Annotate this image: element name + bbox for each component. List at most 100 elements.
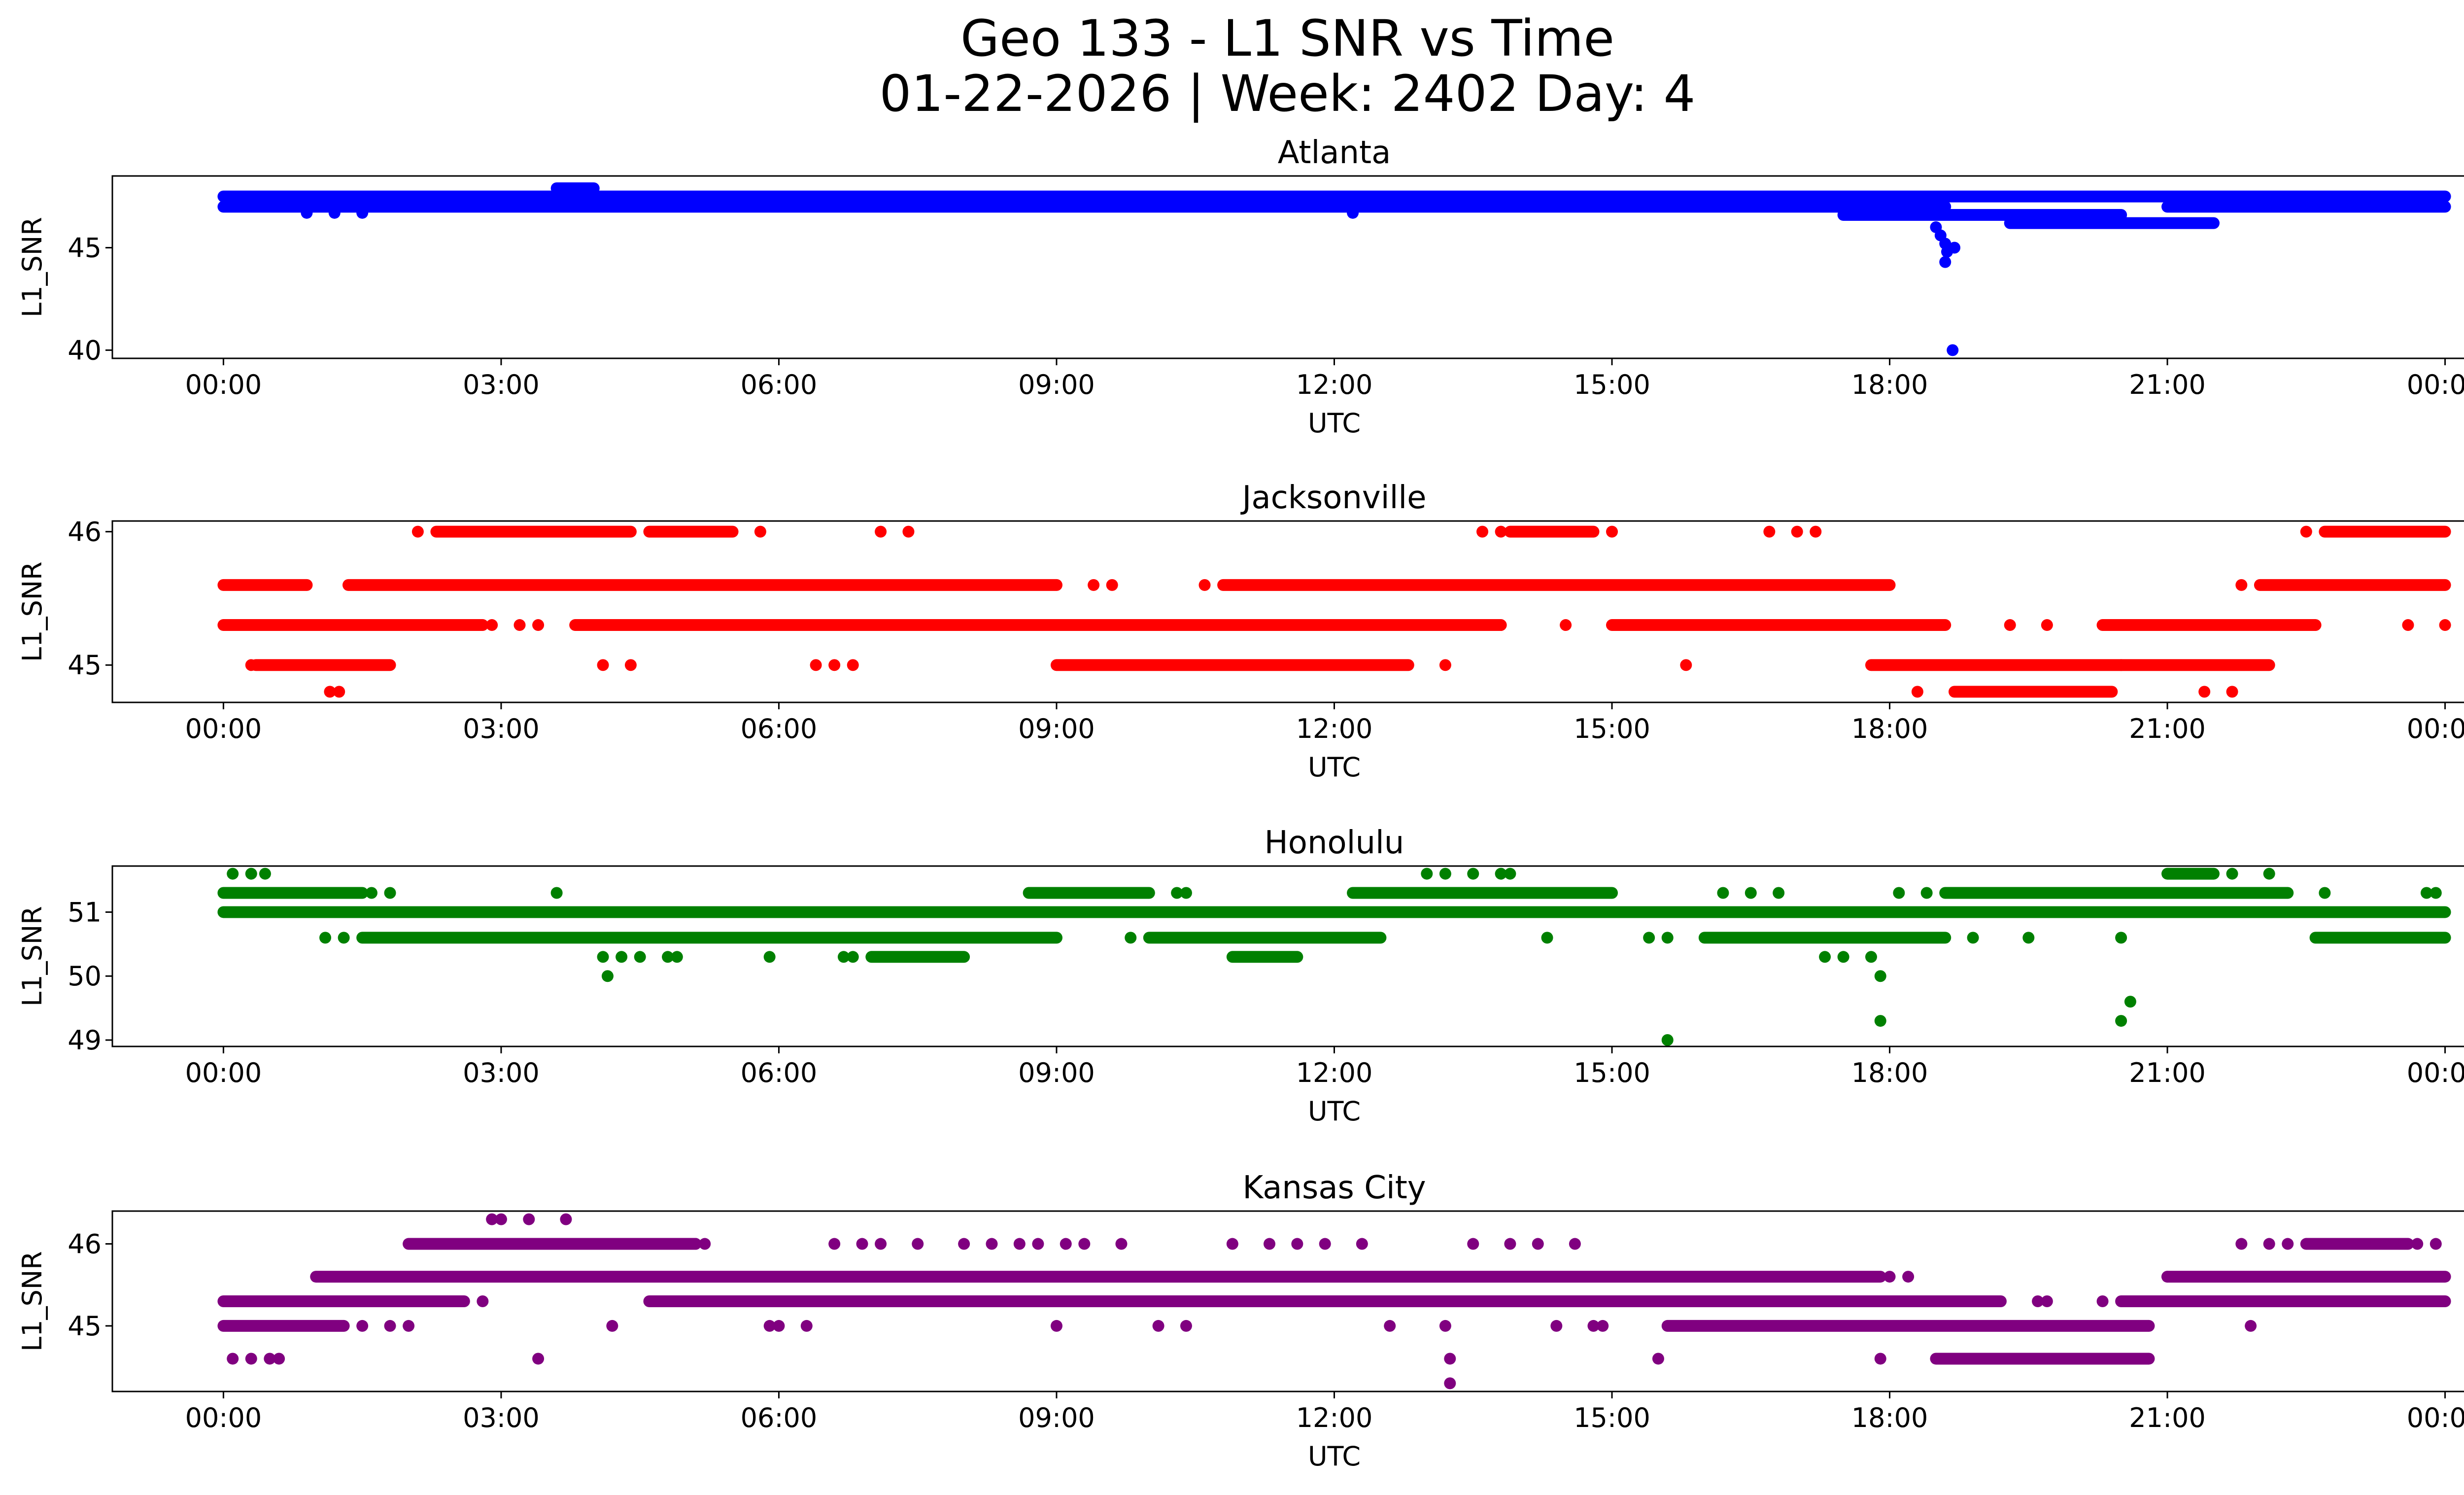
panel-atlanta: Atlanta 00:00 03:00 06:00 09:00 12:00 15:00 18:…	[17, 135, 2464, 439]
data-point	[227, 868, 239, 880]
data-run	[356, 932, 1062, 944]
x-tick-label: 00:00	[2407, 1057, 2464, 1088]
data-point	[1264, 1238, 1276, 1250]
data-run	[1023, 887, 1155, 899]
data-point	[1810, 525, 1822, 538]
data-run	[2319, 525, 2451, 538]
data-run	[1217, 579, 1896, 591]
x-tick-label: 12:00	[1296, 1402, 1373, 1433]
data-point	[2161, 1271, 2174, 1283]
data-point	[828, 659, 841, 671]
data-point	[1837, 951, 1849, 963]
data-point	[671, 951, 683, 963]
data-point	[912, 1238, 924, 1250]
data-point	[560, 1213, 572, 1225]
data-point	[550, 887, 563, 899]
data-point	[1504, 1238, 1516, 1250]
data-point	[1421, 868, 1433, 880]
data-point	[1356, 1238, 1368, 1250]
x-tick-label: 06:00	[741, 1402, 818, 1433]
x-tick-label: 18:00	[1851, 713, 1928, 744]
data-point	[2245, 1320, 2257, 1332]
data-point	[2041, 1295, 2053, 1307]
data-point	[259, 868, 271, 880]
data-point	[1773, 887, 1785, 899]
data-run	[2115, 1295, 2451, 1307]
data-run	[2161, 868, 2220, 880]
data-point	[2115, 659, 2127, 671]
x-tick-label: 00:00	[185, 1057, 262, 1088]
data-series	[217, 525, 2451, 698]
data-point	[2022, 932, 2035, 944]
x-tick-label: 00:00	[185, 1402, 262, 1433]
y-tick-label: 49	[68, 1025, 102, 1056]
x-tick-label: 00:00	[2407, 369, 2464, 400]
data-point	[958, 1238, 970, 1250]
data-point	[1050, 1320, 1062, 1332]
data-point	[1115, 1238, 1128, 1250]
data-point	[1819, 951, 1831, 963]
data-run	[1050, 659, 1414, 671]
x-tick-label: 00:00	[185, 369, 262, 400]
data-point	[597, 951, 609, 963]
data-point	[1439, 868, 1451, 880]
data-point	[1013, 1238, 1026, 1250]
data-point	[624, 659, 637, 671]
data-run	[1606, 619, 1951, 631]
data-run	[217, 619, 489, 631]
x-tick-label: 03:00	[463, 1057, 540, 1088]
data-point	[1745, 887, 1757, 899]
data-point	[2282, 1238, 2294, 1250]
y-tick-label: 45	[68, 650, 102, 681]
data-point	[2263, 1238, 2275, 1250]
data-point	[1439, 659, 1451, 671]
data-run	[1949, 686, 2118, 698]
data-point	[2032, 1295, 2044, 1307]
data-point	[1495, 868, 1507, 880]
data-run	[2161, 201, 2451, 213]
data-point	[856, 1238, 868, 1250]
data-point	[601, 970, 614, 982]
data-point	[411, 525, 424, 538]
data-point	[273, 1353, 285, 1365]
data-point	[986, 1238, 998, 1250]
y-tick-label: 45	[68, 1311, 102, 1342]
data-point	[680, 199, 692, 211]
data-point	[1152, 1320, 1164, 1332]
data-point	[875, 525, 887, 538]
x-tick-label: 03:00	[463, 1402, 540, 1433]
x-axis-label: UTC	[1308, 1096, 1361, 1127]
x-tick-label: 09:00	[1018, 369, 1095, 400]
data-run	[2309, 932, 2451, 944]
data-point	[1226, 1238, 1238, 1250]
data-point	[1032, 1238, 1044, 1250]
x-tick-label: 00:00	[2407, 1402, 2464, 1433]
data-run	[2096, 619, 2322, 631]
x-tick-label: 03:00	[463, 369, 540, 400]
data-point	[847, 659, 859, 671]
data-point	[1504, 868, 1516, 880]
data-run	[250, 659, 396, 671]
data-point	[328, 207, 341, 219]
subplot-title: Atlanta	[1278, 135, 1391, 171]
data-run	[217, 906, 2451, 918]
data-run	[217, 579, 313, 591]
data-point	[324, 686, 336, 698]
data-point	[606, 1320, 618, 1332]
data-point	[532, 619, 545, 631]
data-point	[699, 1238, 711, 1250]
data-run	[1865, 659, 2275, 671]
x-tick-label: 18:00	[1851, 1402, 1928, 1433]
data-point	[356, 1320, 369, 1332]
data-point	[486, 619, 498, 631]
data-point	[1874, 1015, 1886, 1027]
data-run	[403, 1238, 702, 1250]
x-tick-label: 15:00	[1574, 1402, 1650, 1433]
data-point	[338, 932, 350, 944]
data-point	[2235, 1238, 2248, 1250]
data-point	[2115, 887, 2127, 899]
data-point	[333, 686, 345, 698]
data-point	[773, 1320, 785, 1332]
data-point	[689, 1238, 702, 1250]
data-point	[1560, 619, 1572, 631]
